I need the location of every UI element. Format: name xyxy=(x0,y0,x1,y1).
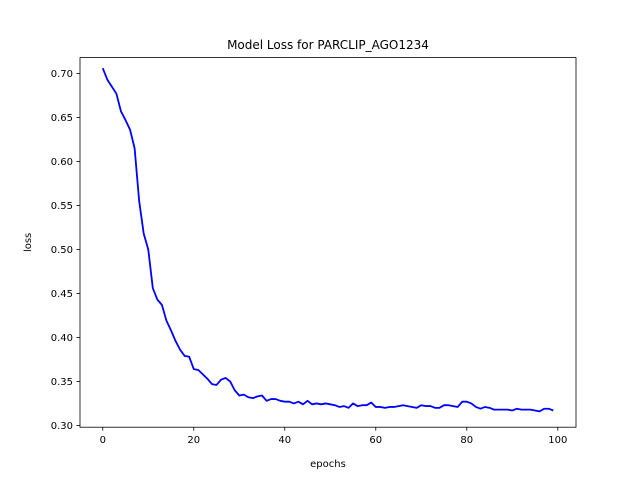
y-tick-label: 0.65 xyxy=(51,113,73,124)
axis-ticks: 0 20 40 60 80 100 0.30 0.35 0.40 0.45 0.50 0.55 0.60… xyxy=(51,69,568,446)
x-tick-label: 100 xyxy=(548,435,567,446)
series-layer xyxy=(101,67,554,413)
y-tick-label: 0.70 xyxy=(51,69,73,80)
loss-line xyxy=(101,67,554,413)
x-tick-label: 40 xyxy=(278,435,291,446)
y-tick-label: 0.35 xyxy=(51,377,73,388)
y-tick-label: 0.50 xyxy=(51,245,73,256)
y-axis-label: loss xyxy=(23,233,34,252)
plot-frame xyxy=(79,57,577,428)
x-axis-label: epochs xyxy=(310,459,346,470)
x-tick-label: 80 xyxy=(460,435,473,446)
y-tick-label: 0.30 xyxy=(51,421,73,432)
y-tick-label: 0.55 xyxy=(51,201,73,212)
x-tick-label: 20 xyxy=(187,435,200,446)
y-tick-label: 0.60 xyxy=(51,157,73,168)
y-tick-label: 0.40 xyxy=(51,333,73,344)
x-tick-label: 60 xyxy=(369,435,382,446)
y-tick-label: 0.45 xyxy=(51,289,73,300)
x-tick-label: 0 xyxy=(100,435,106,446)
chart-title: Model Loss for PARCLIP_AGO1234 xyxy=(227,38,429,52)
